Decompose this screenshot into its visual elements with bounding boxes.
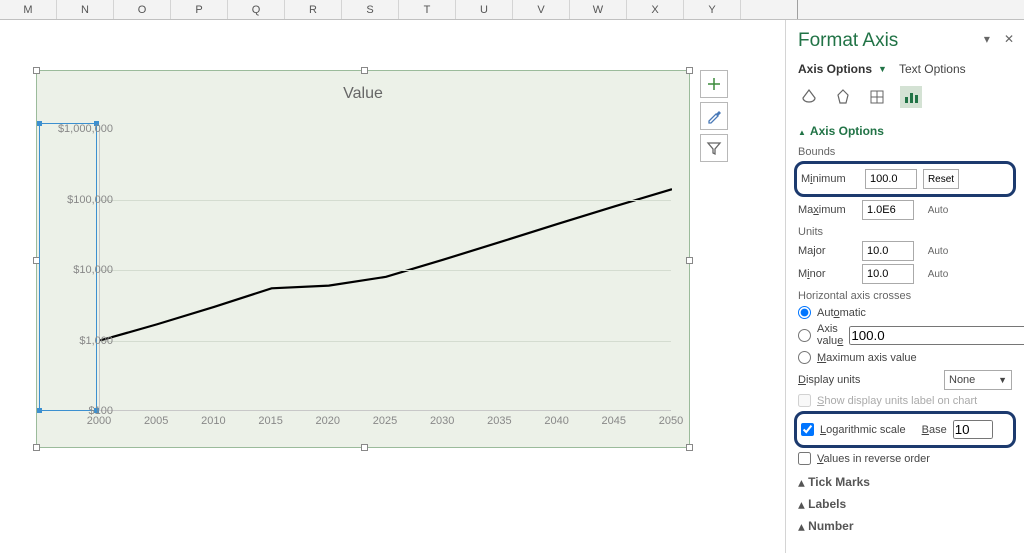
x-axis-label: 2030 — [422, 415, 462, 427]
chart-plot-area — [99, 129, 671, 411]
log-scale-checkbox[interactable] — [801, 423, 814, 436]
x-axis-label: 2045 — [594, 415, 634, 427]
minimum-label: Minimum — [801, 173, 859, 185]
maximum-auto: Auto — [920, 205, 956, 216]
x-axis-label: 2015 — [251, 415, 291, 427]
column-header[interactable]: V — [513, 0, 570, 19]
units-label: Units — [798, 226, 1012, 238]
axis-options-dropdown-icon[interactable]: ▼ — [878, 64, 887, 74]
fill-line-icon[interactable] — [798, 86, 820, 108]
y-axis-label: $10,000 — [43, 264, 113, 276]
effects-icon[interactable] — [832, 86, 854, 108]
reverse-checkbox[interactable] — [798, 452, 811, 465]
hcross-max-label: Maximum axis value — [817, 352, 917, 364]
reverse-label: Values in reverse order — [817, 453, 930, 465]
base-input[interactable] — [953, 420, 993, 439]
major-auto: Auto — [920, 246, 956, 257]
minor-input[interactable] — [862, 264, 914, 284]
log-scale-label: Logarithmic scale — [820, 424, 906, 436]
x-axis-label: 2050 — [651, 415, 691, 427]
x-axis-label: 2000 — [79, 415, 119, 427]
column-headers: MNOPQRSTUVWXY — [0, 0, 1024, 20]
chart-title[interactable]: Value — [37, 71, 689, 109]
panel-title: Format Axis — [798, 30, 1012, 52]
panel-close-icon[interactable]: ✕ — [1004, 32, 1014, 46]
column-header[interactable]: S — [342, 0, 399, 19]
display-units-label: Display units — [798, 374, 876, 386]
column-header[interactable]: P — [171, 0, 228, 19]
section-axis-options[interactable]: ▲Axis Options — [798, 122, 1012, 140]
hcross-auto-radio[interactable] — [798, 306, 811, 319]
hcross-auto-label: Automatic — [817, 307, 866, 319]
column-header[interactable]: Q — [228, 0, 285, 19]
section-labels[interactable]: ▶Labels — [798, 493, 1012, 515]
format-axis-panel: ▾ ✕ Format Axis Axis Options ▼ Text Opti… — [785, 20, 1024, 553]
show-units-label: Show display units label on chart — [817, 395, 977, 407]
y-axis-label: $1,000 — [43, 335, 113, 347]
column-header[interactable]: R — [285, 0, 342, 19]
hcross-value-radio[interactable] — [798, 329, 811, 342]
tab-text-options[interactable]: Text Options — [899, 62, 966, 76]
x-axis-label: 2020 — [308, 415, 348, 427]
column-header[interactable]: O — [114, 0, 171, 19]
major-label: Major — [798, 245, 856, 257]
maximum-label: Maximum — [798, 204, 856, 216]
column-header[interactable]: X — [627, 0, 684, 19]
x-axis-label: 2025 — [365, 415, 405, 427]
column-header[interactable]: U — [456, 0, 513, 19]
column-header[interactable]: M — [0, 0, 57, 19]
display-units-select[interactable]: None▼ — [944, 370, 1012, 390]
panel-options-icon[interactable]: ▾ — [984, 32, 990, 46]
minimum-input[interactable] — [865, 169, 917, 189]
x-axis-label: 2010 — [193, 415, 233, 427]
x-axis-label: 2040 — [537, 415, 577, 427]
minor-label: Minor — [798, 268, 856, 280]
x-axis-label: 2005 — [136, 415, 176, 427]
maximum-input[interactable] — [862, 200, 914, 220]
chart-filter-button[interactable] — [700, 134, 728, 162]
base-label: Base — [922, 424, 947, 436]
minor-auto: Auto — [920, 269, 956, 280]
x-axis-label: 2035 — [479, 415, 519, 427]
column-header[interactable]: Y — [684, 0, 741, 19]
y-axis-label: $100,000 — [43, 194, 113, 206]
show-units-checkbox — [798, 394, 811, 407]
hcross-label: Horizontal axis crosses — [798, 290, 1012, 302]
chart-styles-button[interactable] — [700, 102, 728, 130]
tab-axis-options[interactable]: Axis Options — [798, 62, 872, 76]
hcross-value-input — [849, 326, 1024, 345]
major-input[interactable] — [862, 241, 914, 261]
hcross-max-radio[interactable] — [798, 351, 811, 364]
axis-options-icon[interactable] — [900, 86, 922, 108]
hcross-value-label: Axis value — [817, 323, 843, 347]
column-header[interactable]: N — [57, 0, 114, 19]
reset-button[interactable]: Reset — [923, 169, 959, 189]
column-header[interactable]: W — [570, 0, 627, 19]
log-highlight: Logarithmic scale Base — [794, 411, 1016, 448]
y-axis-label: $1,000,000 — [43, 123, 113, 135]
section-number[interactable]: ▶Number — [798, 515, 1012, 537]
minimum-highlight: Minimum Reset — [794, 161, 1016, 197]
column-header[interactable]: T — [399, 0, 456, 19]
size-properties-icon[interactable] — [866, 86, 888, 108]
column-header[interactable] — [741, 0, 798, 19]
chart-add-element-button[interactable] — [700, 70, 728, 98]
bounds-label: Bounds — [798, 146, 1012, 158]
chart-object[interactable]: Value $100$1,000$10,000$100,000$1,000,00… — [36, 70, 690, 448]
section-tick-marks[interactable]: ▶Tick Marks — [798, 471, 1012, 493]
worksheet-area: Value $100$1,000$10,000$100,000$1,000,00… — [0, 20, 785, 553]
